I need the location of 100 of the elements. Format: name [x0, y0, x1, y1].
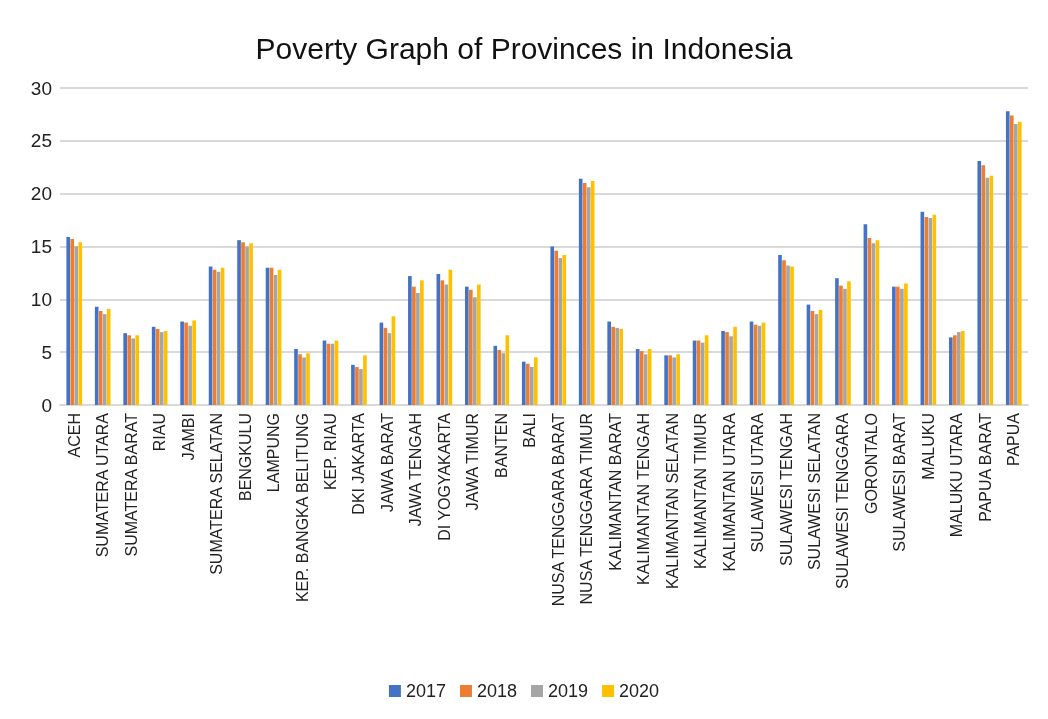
bar	[611, 326, 615, 405]
legend-label: 2017	[405, 681, 446, 701]
bar	[778, 254, 782, 405]
bar	[989, 175, 994, 405]
bar	[521, 361, 526, 405]
x-tick-label: MALUKU UTARA	[948, 412, 966, 538]
bar	[78, 242, 83, 405]
x-tick-label: KALIMANTAN SELATAN	[663, 413, 681, 590]
x-tick-label: KALIMANTAN TENGAH	[635, 413, 653, 585]
bar	[790, 266, 794, 405]
x-tick-label: KEP. BANGKA BELITUNG	[293, 413, 311, 603]
bar	[351, 364, 355, 405]
bar	[497, 350, 502, 405]
y-tick-label: 15	[30, 236, 52, 257]
bar	[590, 180, 595, 405]
bar	[725, 332, 729, 405]
x-tick-label: PAPUA	[1005, 412, 1023, 467]
bar	[525, 363, 530, 405]
x-tick-label: RIAU	[151, 413, 169, 452]
bar	[786, 265, 790, 405]
x-tick-label: LAMPUNG	[265, 413, 283, 493]
x-tick-label: GORONTALO	[862, 413, 880, 515]
bar	[408, 276, 412, 405]
bar	[469, 289, 473, 405]
bar	[582, 183, 587, 405]
x-tick-label: SULAWESI TENGAH	[777, 413, 795, 566]
legend-label: 2020	[619, 681, 660, 701]
x-tick-label: SULAWESI TENGGARA	[834, 412, 852, 590]
bar	[1013, 123, 1018, 405]
bar	[123, 333, 127, 405]
bar	[355, 366, 359, 405]
bar	[94, 306, 99, 405]
bar	[550, 246, 555, 405]
bar	[904, 283, 908, 405]
bar	[664, 355, 668, 405]
bar	[977, 160, 982, 405]
x-tick-label: BALI	[521, 413, 539, 448]
y-tick-label: 25	[30, 130, 52, 152]
bar	[948, 337, 953, 405]
y-tick-label: 0	[41, 394, 52, 416]
bar	[359, 369, 363, 405]
bar	[529, 366, 534, 405]
x-tick-label: JAWA TENGAH	[407, 413, 425, 527]
bar	[464, 286, 469, 405]
bar	[237, 240, 241, 405]
bar	[302, 357, 306, 405]
bar	[896, 286, 900, 405]
x-tick-label: KEP. RIAU	[321, 413, 339, 491]
bar	[672, 357, 676, 405]
bar	[847, 281, 851, 405]
chart-title: Poverty Graph of Provinces in Indonesia	[255, 31, 793, 65]
bar	[586, 187, 591, 405]
bar	[70, 239, 75, 405]
x-tick-label: PAPUA BARAT	[976, 412, 994, 522]
bar	[554, 250, 559, 405]
legend-label: 2018	[476, 681, 517, 701]
bar	[412, 286, 416, 405]
bar	[843, 288, 847, 405]
bar	[957, 332, 961, 405]
bar	[493, 345, 498, 405]
bar	[420, 280, 424, 405]
bar	[188, 325, 192, 405]
legend-label: 2019	[548, 681, 589, 701]
y-tick-label: 5	[41, 341, 52, 363]
x-tick-label: SUMATERA UTARA	[94, 412, 112, 558]
y-tick-label: 20	[30, 183, 52, 205]
x-tick-label: NUSA TENGGARA TIMUR	[578, 413, 596, 605]
bar	[131, 338, 135, 405]
bar	[249, 243, 253, 405]
x-tick-label: SULAWESI BARAT	[891, 412, 909, 552]
bar	[676, 354, 680, 405]
x-tick-label: BANTEN	[492, 413, 510, 478]
y-tick-label: 30	[30, 77, 52, 99]
bar	[985, 177, 990, 405]
bar	[839, 285, 843, 405]
bar	[106, 308, 111, 405]
bar	[615, 327, 619, 405]
bar	[981, 165, 986, 405]
x-tick-label: JAWA TIMUR	[464, 413, 482, 511]
bar	[298, 354, 302, 405]
bar	[98, 310, 103, 405]
x-tick-label: KALIMANTAN UTARA	[720, 412, 738, 572]
x-tick-label: MALUKU	[919, 413, 937, 480]
bar	[619, 328, 624, 405]
x-tick-label: BENGKULU	[236, 413, 254, 502]
bar	[733, 326, 737, 405]
bar	[74, 246, 79, 405]
bar	[562, 254, 567, 405]
x-tick-label: NUSA TENGGARA BARAT	[549, 412, 567, 607]
bar	[477, 284, 481, 405]
bar	[892, 286, 896, 405]
x-tick-label: JAWA BARAT	[378, 412, 396, 512]
x-tick-label: SUMATERA SELATAN	[208, 413, 226, 575]
bar	[558, 258, 563, 405]
bar	[953, 335, 957, 405]
bar	[294, 349, 298, 405]
bar	[782, 260, 786, 405]
bar	[245, 246, 249, 405]
bar	[961, 331, 965, 405]
bar	[184, 322, 188, 405]
